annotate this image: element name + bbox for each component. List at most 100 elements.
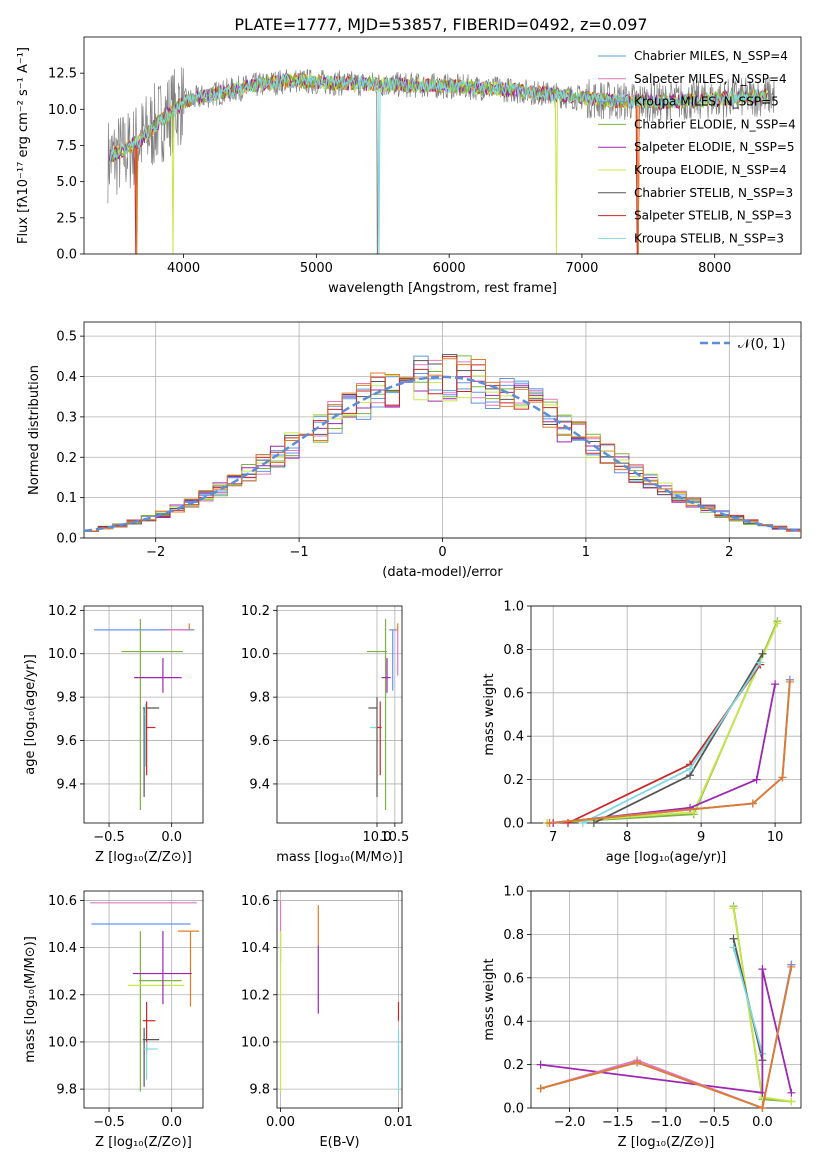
mass-weight-line — [567, 664, 762, 824]
point-marker — [686, 764, 695, 773]
legend-entry: Salpeter STELIB, N_SSP=3 — [634, 209, 792, 223]
axes-frame — [276, 890, 403, 1109]
y-tick-label: 10.0 — [48, 103, 77, 118]
y-tick-label: 9.4 — [56, 777, 77, 792]
y-tick-label: 10.0 — [48, 1035, 77, 1050]
axes-frame — [83, 36, 802, 255]
x-tick-label: −1.0 — [650, 1115, 682, 1130]
x-axis-label: Z [log₁₀(Z/Z⊙)] — [95, 850, 192, 865]
x-tick-label: 0.0 — [161, 830, 182, 845]
point-marker — [758, 965, 767, 974]
y-tick-label: 9.4 — [249, 777, 270, 792]
x-tick-label: 4000 — [167, 261, 200, 276]
grid-lines — [277, 891, 402, 1108]
y-tick-label: 9.8 — [249, 1083, 270, 1098]
point-marker — [545, 819, 554, 827]
legend-entry: Chabrier STELIB, N_SSP=3 — [634, 186, 793, 200]
y-tick-label: 9.8 — [249, 691, 270, 706]
y-tick-label: 0.2 — [56, 451, 77, 466]
x-tick-label: 7000 — [565, 261, 598, 276]
x-tick-label: 7 — [549, 830, 557, 845]
residual-histogram — [84, 358, 801, 532]
y-tick-label: 0.4 — [503, 1015, 524, 1030]
mass-vs-ebv-panel: 0.00 0.01 9.8 10.0 10.2 10.4 10.6 E(B-V) — [241, 890, 413, 1150]
y-axis-label: mass [log₁₀(M/M⊙)] — [23, 936, 38, 1063]
legend-entry: Kroupa STELIB, N_SSP=3 — [634, 231, 784, 245]
x-tick-label: 0.0 — [161, 1115, 182, 1130]
y-tick-label: 0.6 — [503, 686, 524, 701]
point-marker — [758, 649, 767, 658]
point-marker — [778, 773, 787, 782]
y-tick-label: 10.2 — [48, 988, 77, 1003]
point-marker — [729, 934, 738, 943]
point-marker — [773, 619, 782, 628]
axes-frame — [530, 890, 802, 1109]
x-tick-label: 10.5 — [380, 830, 409, 845]
x-tick-label: 6000 — [433, 261, 466, 276]
point-marker — [729, 943, 738, 952]
x-tick-label: 0.01 — [384, 1115, 413, 1130]
y-tick-label: 9.6 — [249, 734, 270, 749]
y-tick-label: 10.6 — [48, 894, 77, 909]
y-tick-label: 0.0 — [56, 532, 77, 547]
x-tick-label: 8 — [623, 830, 631, 845]
weight-vs-age-panel: 7 8 9 10 0.0 0.2 0.4 0.6 0.8 1.0 age [log₁₀(age/yr… — [482, 600, 802, 865]
y-tick-label: 0.3 — [56, 410, 77, 425]
y-tick-label: 0.8 — [503, 643, 524, 658]
mass-weight-line — [582, 661, 762, 824]
x-tick-label: −0.5 — [93, 830, 125, 845]
x-tick-label: 9 — [697, 830, 705, 845]
x-tick-label: −1.5 — [602, 1115, 634, 1130]
x-axis-label: Z [log₁₀(Z/Z⊙)] — [618, 1135, 715, 1150]
point-marker — [752, 775, 761, 784]
point-marker — [729, 904, 738, 913]
y-tick-label: 2.5 — [56, 211, 77, 226]
y-tick-label: 10.0 — [48, 647, 77, 662]
x-tick-label: 0.0 — [752, 1115, 773, 1130]
spectrum-curves — [107, 67, 775, 254]
point-marker — [686, 803, 695, 812]
legend-entry: Chabrier MILES, N_SSP=4 — [634, 49, 788, 63]
y-tick-label: 1.0 — [503, 600, 524, 615]
legend-entry: 𝒩(0, 1) — [738, 337, 785, 352]
normal-curve — [84, 375, 801, 533]
y-tick-label: 5.0 — [56, 175, 77, 190]
x-tick-label: 0.00 — [266, 1115, 295, 1130]
x-tick-label: 10 — [767, 830, 784, 845]
x-tick-label: 1 — [582, 545, 590, 560]
spectrum-panel: 4000 5000 6000 7000 8000 0.0 2.5 5.0 7.5 10.0 12.5… — [16, 36, 802, 296]
x-tick-label: −0.5 — [698, 1115, 730, 1130]
histograms — [84, 354, 801, 533]
error-bar-points — [279, 900, 400, 1094]
legend-entry: Kroupa MILES, N_SSP=5 — [634, 95, 779, 109]
x-tick-label: −0.5 — [93, 1115, 125, 1130]
mass-weight-line — [540, 966, 793, 1110]
legend-entry: Salpeter MILES, N_SSP=4 — [634, 72, 787, 86]
y-tick-label: 0.0 — [503, 1102, 524, 1117]
axes-frame — [276, 605, 403, 824]
point-marker — [787, 1097, 796, 1106]
legend-entry: Chabrier ELODIE, N_SSP=4 — [634, 117, 796, 131]
y-tick-label: 0.0 — [56, 248, 77, 263]
point-marker — [785, 677, 794, 686]
y-tick-label: 9.8 — [56, 1083, 77, 1098]
y-tick-label: 10.0 — [241, 1035, 270, 1050]
point-marker — [756, 658, 765, 667]
y-tick-label: 0.6 — [503, 971, 524, 986]
x-axis-label: Z [log₁₀(Z/Z⊙)] — [95, 1135, 192, 1150]
weight-vs-metallicity-panel: −2.0 −1.5 −1.0 −0.5 0.0 0.0 0.2 0.4 0.6 0.8 1.0 Z [… — [482, 885, 802, 1150]
y-tick-label: 0.1 — [56, 491, 77, 506]
point-marker — [589, 819, 598, 827]
grid-lines — [531, 605, 801, 824]
x-axis-label: wavelength [Angstrom, rest frame] — [328, 281, 557, 296]
grid-lines — [277, 606, 402, 823]
point-marker — [536, 1060, 545, 1069]
x-tick-label: 0 — [438, 545, 446, 560]
axes-frame — [83, 321, 802, 539]
y-tick-label: 0.8 — [503, 928, 524, 943]
point-marker — [536, 1084, 545, 1093]
mass-weight-line — [547, 623, 779, 824]
mass-weight-line — [549, 681, 791, 824]
